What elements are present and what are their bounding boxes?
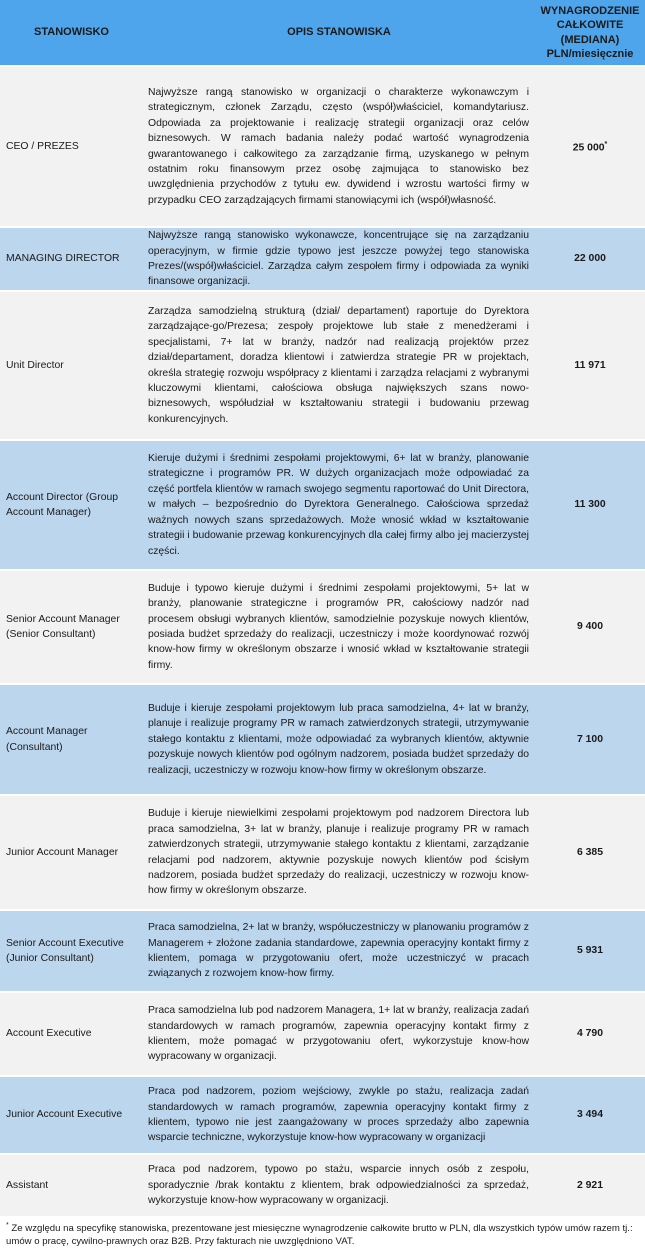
description-cell: Praca pod nadzorem, typowo po stażu, wsp… (143, 1153, 535, 1216)
description-cell: Buduje i kieruje zespołami projektowym l… (143, 683, 535, 795)
description-cell: Praca samodzielna, 2+ lat w branży, wspó… (143, 909, 535, 992)
salary-value: 9 400 (576, 621, 603, 633)
salary-cell: 9 400 (535, 569, 645, 684)
position-cell: Account Manager (Consultant) (0, 683, 143, 795)
salary-value: 6 385 (576, 846, 603, 858)
description-cell: Najwyższe rangą stanowisko w organizacji… (143, 65, 535, 227)
position-cell: Account Executive (0, 991, 143, 1076)
table-row: Junior Account Executive Praca pod nadzor… (0, 1075, 645, 1154)
table-row: Unit Director Zarządza samodzielną strukt… (0, 290, 645, 440)
salary-cell: 7 100 (535, 683, 645, 795)
header-position: STANOWISKO (0, 0, 143, 66)
table-row: CEO / PREZES Najwyższe rangą stanowisko w… (0, 65, 645, 227)
salary-cell: 25 000* (535, 65, 645, 227)
description-cell: Zarządza samodzielną strukturą (dział/ d… (143, 290, 535, 440)
description-cell: Buduje i typowo kieruje dużymi i średnim… (143, 569, 535, 684)
salary-cell: 5 931 (535, 909, 645, 992)
position-cell: Senior Account Manager (Senior Consultan… (0, 569, 143, 684)
description-cell: Kieruje dużymi i średnimi zespołami proj… (143, 439, 535, 570)
salary-cell: 3 494 (535, 1075, 645, 1154)
salary-value: 7 100 (576, 733, 603, 745)
description-cell: Buduje i kieruje niewielkimi zespołami p… (143, 794, 535, 910)
salary-cell: 2 921 (535, 1153, 645, 1216)
table-row: MANAGING DIRECTOR Najwyższe rangą stanowi… (0, 226, 645, 291)
salary-table: STANOWISKO OPIS STANOWISKA WYNAGRODZENIE… (0, 0, 645, 1216)
position-cell: Unit Director (0, 290, 143, 440)
table-row: Account Executive Praca samodzielna lub p… (0, 991, 645, 1076)
footnote-mark: * (604, 141, 608, 149)
salary-cell: 22 000 (535, 226, 645, 291)
header-description: OPIS STANOWISKA (143, 0, 535, 66)
footnote: * Ze względu na specyfikę stanowiska, pr… (0, 1216, 645, 1248)
salary-value: 3 494 (576, 1109, 603, 1121)
salary-cell: 4 790 (535, 991, 645, 1076)
salary-value: 25 000 (572, 142, 605, 154)
salary-value: 2 921 (576, 1179, 603, 1191)
position-cell: Assistant (0, 1153, 143, 1216)
salary-value: 4 790 (576, 1028, 603, 1040)
footnote-mark: * (6, 1222, 9, 1229)
table-row: Senior Account Manager (Senior Consultan… (0, 569, 645, 684)
position-cell: MANAGING DIRECTOR (0, 226, 143, 291)
position-cell: Junior Account Manager (0, 794, 143, 910)
header-salary: WYNAGRODZENIE CAŁKOWITE (MEDIANA) PLN/mi… (535, 0, 645, 66)
salary-value: 22 000 (574, 253, 606, 265)
position-cell: CEO / PREZES (0, 65, 143, 227)
footnote-text: Ze względu na specyfikę stanowiska, prez… (6, 1223, 633, 1248)
description-cell: Najwyższe rangą stanowisko wykonawcze, k… (143, 226, 535, 291)
table-row: Assistant Praca pod nadzorem, typowo po s… (0, 1153, 645, 1216)
salary-cell: 6 385 (535, 794, 645, 910)
salary-cell: 11 971 (535, 290, 645, 440)
description-cell: Praca pod nadzorem, poziom wejściowy, zw… (143, 1075, 535, 1154)
table-row: Junior Account Manager Buduje i kieruje n… (0, 794, 645, 910)
table-row: Senior Account Executive (Junior Consult… (0, 909, 645, 992)
salary-cell: 11 300 (535, 439, 645, 570)
description-cell: Praca samodzielna lub pod nadzorem Manag… (143, 991, 535, 1076)
position-cell: Account Director (Group Account Manager) (0, 439, 143, 570)
table-row: Account Director (Group Account Manager)… (0, 439, 645, 570)
header-row: STANOWISKO OPIS STANOWISKA WYNAGRODZENIE… (0, 0, 645, 66)
salary-value: 11 300 (574, 499, 606, 511)
position-cell: Junior Account Executive (0, 1075, 143, 1154)
table-row: Account Manager (Consultant) Buduje i kie… (0, 683, 645, 795)
position-cell: Senior Account Executive (Junior Consult… (0, 909, 143, 992)
salary-value: 5 931 (576, 945, 603, 957)
salary-value: 11 971 (574, 359, 606, 371)
